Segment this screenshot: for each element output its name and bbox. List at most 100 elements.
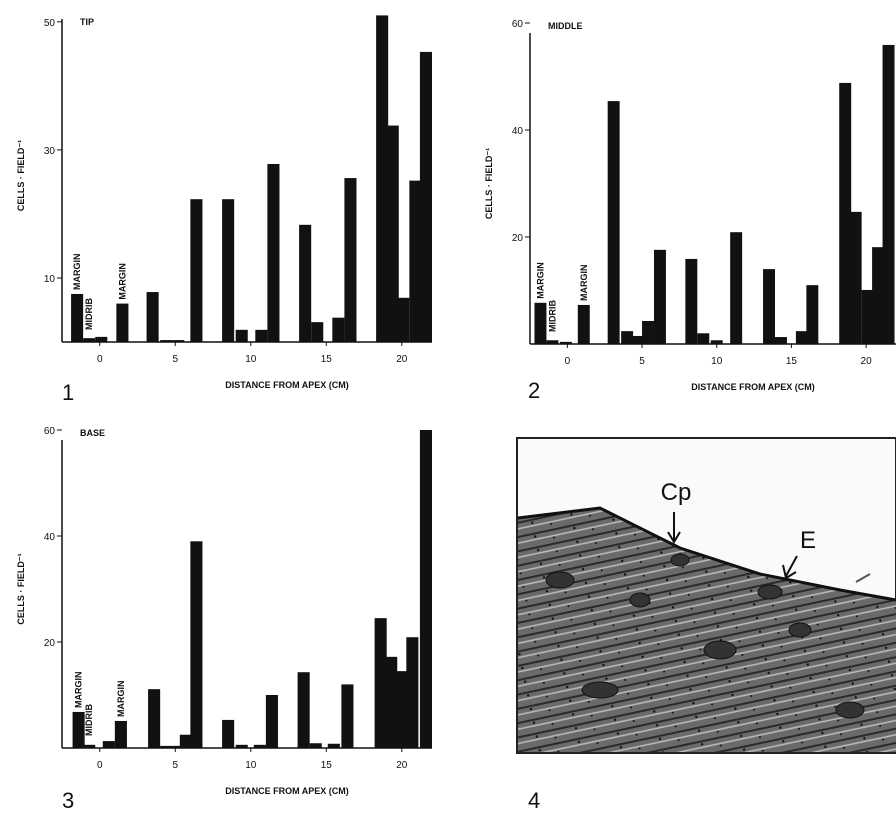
bar <box>795 331 808 344</box>
bar <box>297 672 310 748</box>
y-tick-label: 10 <box>44 274 56 285</box>
bar <box>114 720 127 748</box>
y-tick-label: 60 <box>44 426 56 437</box>
bar <box>83 744 96 748</box>
x-tick-label: 0 <box>97 354 103 365</box>
chart-title: BASE <box>80 428 105 438</box>
bar <box>172 340 185 342</box>
micrograph-label: E <box>800 527 816 554</box>
annotation: MIDRIB <box>84 298 94 330</box>
bar <box>631 335 644 344</box>
bar <box>546 340 559 344</box>
bar <box>376 15 389 343</box>
annotation: MARGIN <box>74 671 84 708</box>
bar <box>872 247 885 344</box>
bar <box>409 180 422 342</box>
bar <box>160 745 173 748</box>
x-tick-label: 20 <box>396 760 408 771</box>
y-tick-label: 30 <box>44 146 56 157</box>
bar <box>406 637 419 748</box>
bar <box>116 303 129 342</box>
x-tick-label: 10 <box>245 354 257 365</box>
y-tick-label: 20 <box>512 233 524 244</box>
x-tick-label: 5 <box>639 356 645 367</box>
bar <box>172 745 185 748</box>
bar <box>806 285 819 344</box>
x-tick-label: 5 <box>172 354 178 365</box>
bar <box>235 329 248 342</box>
bar <box>642 320 654 344</box>
bar <box>179 734 192 748</box>
bar <box>685 258 698 344</box>
bar <box>419 430 432 748</box>
annotation: MARGIN <box>117 263 127 300</box>
y-axis-label: CELLS · FIELD⁻¹ <box>484 148 494 219</box>
chart-title: TIP <box>80 17 94 27</box>
panel-number: 3 <box>62 788 74 811</box>
x-tick-label: 20 <box>861 356 873 367</box>
bar <box>148 689 161 748</box>
bar <box>332 317 345 342</box>
bar <box>235 744 248 748</box>
bar <box>534 302 547 344</box>
bar <box>653 249 666 344</box>
bar <box>190 541 203 748</box>
bar <box>397 297 410 342</box>
annotation: MARGIN <box>535 262 545 299</box>
bar <box>253 744 266 748</box>
bar <box>374 618 387 748</box>
bar <box>839 82 852 345</box>
bar <box>160 340 173 342</box>
bar <box>577 304 590 344</box>
bar <box>730 232 743 344</box>
bar <box>607 101 620 344</box>
x-tick-label: 15 <box>786 356 798 367</box>
x-tick-label: 0 <box>97 760 103 771</box>
bar <box>419 51 432 343</box>
bar <box>222 199 235 342</box>
micrograph: Cp E 4 <box>516 437 896 813</box>
bar <box>882 44 895 345</box>
x-tick-label: 5 <box>172 760 178 771</box>
bar <box>327 743 340 748</box>
x-tick-label: 15 <box>321 354 333 365</box>
y-tick-label: 40 <box>44 532 56 543</box>
y-tick-label: 40 <box>512 126 524 137</box>
annotation: MIDRIB <box>547 300 557 332</box>
y-axis-label: CELLS · FIELD⁻¹ <box>16 140 26 211</box>
panel-number: 4 <box>528 788 540 811</box>
bar <box>385 656 398 748</box>
bar <box>710 340 723 344</box>
annotation: MARGIN <box>579 264 589 301</box>
bar <box>222 719 235 748</box>
x-tick-label: 0 <box>565 356 571 367</box>
y-axis-label: CELLS · FIELD⁻¹ <box>16 553 26 624</box>
bar <box>386 125 399 342</box>
x-tick-label: 10 <box>245 760 257 771</box>
bar <box>83 338 96 342</box>
y-tick-label: 50 <box>44 18 56 29</box>
chart: 20 40 60 0 5 10 15 20 MIDDLE CELLS · FIELD⁻¹ DISTA… <box>484 19 896 403</box>
x-axis-label: DISTANCE FROM APEX (CM) <box>225 786 349 796</box>
bar <box>309 743 322 748</box>
x-axis-label: DISTANCE FROM APEX (CM) <box>225 380 349 390</box>
bar <box>95 336 108 342</box>
bar <box>190 199 203 342</box>
bar <box>861 289 874 344</box>
micrograph-label: Cp <box>661 479 692 506</box>
annotation: MARGIN <box>72 253 82 290</box>
x-axis-label: DISTANCE FROM APEX (CM) <box>691 382 815 392</box>
bar <box>849 211 862 344</box>
bar <box>71 293 84 342</box>
chart-title: MIDDLE <box>548 21 583 31</box>
bar <box>72 711 85 748</box>
panel-number: 2 <box>528 378 540 403</box>
bar <box>344 178 357 342</box>
x-tick-label: 20 <box>396 354 408 365</box>
annotation: MIDRIB <box>84 704 94 736</box>
bar <box>255 329 268 342</box>
x-tick-label: 15 <box>321 760 333 771</box>
bar <box>299 224 312 342</box>
bar <box>559 341 572 344</box>
